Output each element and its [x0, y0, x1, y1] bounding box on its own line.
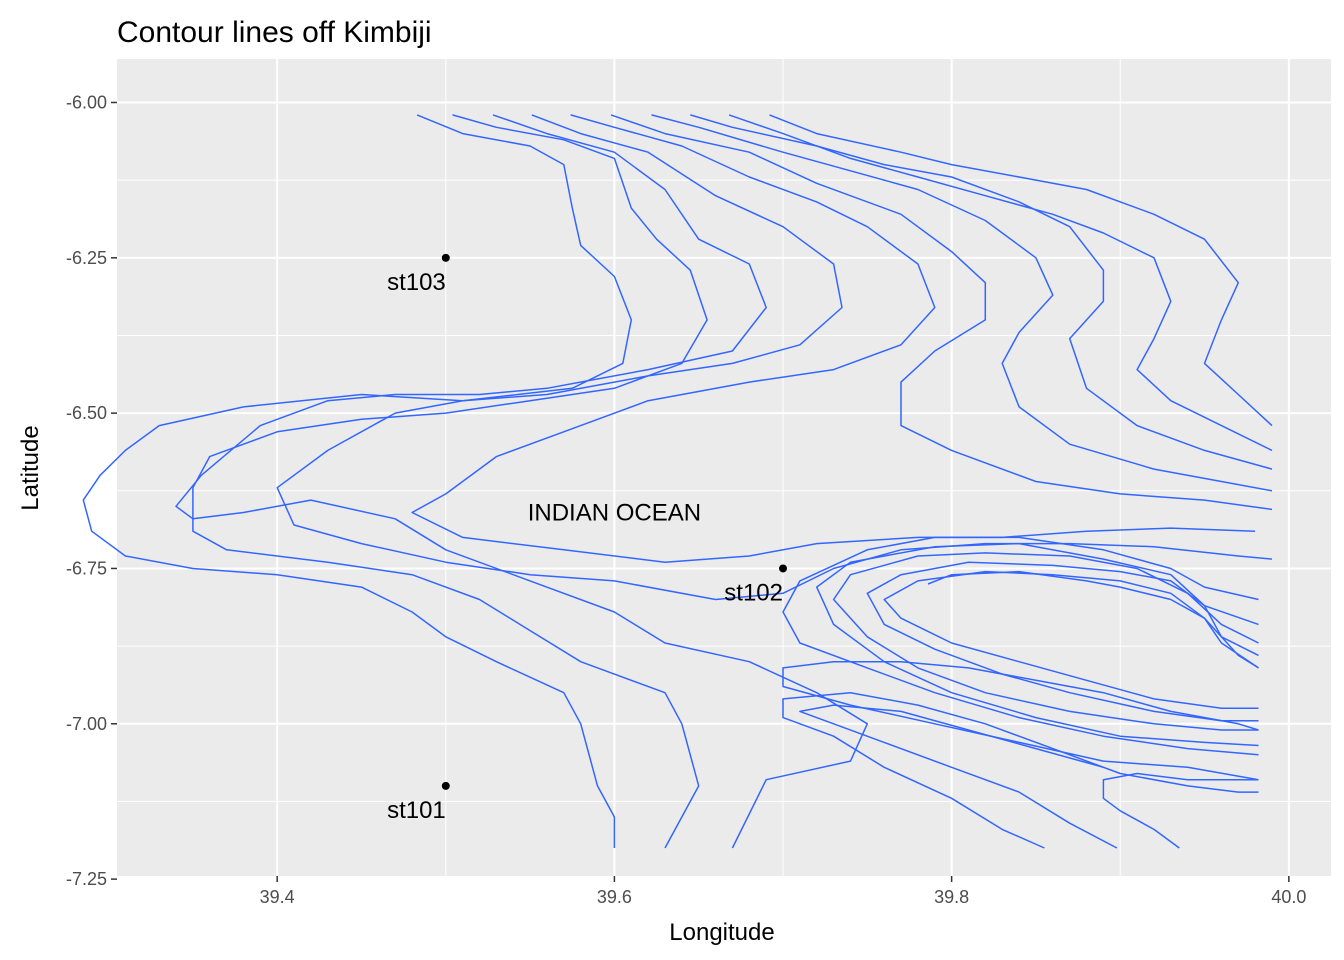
x-tick-label: 39.4: [260, 887, 295, 907]
x-tick-label: 39.8: [934, 887, 969, 907]
station-label: st101: [387, 797, 446, 824]
minor-grid: [117, 59, 1331, 876]
chart-title: Contour lines off Kimbiji: [117, 16, 432, 49]
contour-line: [411, 114, 1256, 563]
station-label: st102: [724, 579, 783, 606]
contour-line: [782, 536, 1259, 756]
contour-line: [610, 114, 1273, 511]
contour-line: [728, 114, 1273, 452]
x-axis: 39.4 39.6 39.8 40.0: [260, 876, 1306, 907]
contour-line: [651, 114, 1273, 492]
annotation-label: INDIAN OCEAN: [528, 500, 701, 527]
y-tick-label: -7.25: [66, 869, 107, 889]
major-grid: [117, 59, 1331, 881]
y-tick-label: -6.50: [66, 403, 107, 423]
contour-line: [815, 542, 1259, 747]
contour-line: [883, 570, 1259, 710]
contour-line: [82, 114, 633, 848]
y-axis-title: Latitude: [17, 425, 44, 510]
y-axis: -6.00 -6.25 -6.50 -6.75 -7.00 -7.25: [66, 92, 117, 889]
station-markers: st101 st102 st103: [387, 253, 788, 824]
annotations: INDIAN OCEAN: [528, 500, 701, 527]
station-point: [441, 781, 450, 790]
y-tick-label: -6.00: [66, 92, 107, 112]
x-axis-title: Longitude: [669, 919, 774, 946]
contour-line: [832, 552, 1259, 731]
contour-line: [769, 114, 1273, 427]
station-point: [441, 253, 450, 262]
y-tick-label: -7.00: [66, 714, 107, 734]
station-point: [779, 564, 788, 573]
contour-line: [192, 114, 708, 849]
contour-line: [1102, 772, 1259, 849]
contour-line: [927, 570, 1259, 669]
x-tick-label: 39.6: [597, 887, 632, 907]
contour-lines: [82, 114, 1273, 849]
contour-line: [799, 704, 1118, 849]
contour-line: [782, 691, 1259, 849]
x-tick-label: 40.0: [1271, 887, 1306, 907]
contour-line: [175, 114, 869, 849]
station-label: st103: [387, 269, 446, 296]
y-tick-label: -6.75: [66, 558, 107, 578]
y-tick-label: -6.25: [66, 248, 107, 268]
contour-line: [690, 114, 1273, 470]
